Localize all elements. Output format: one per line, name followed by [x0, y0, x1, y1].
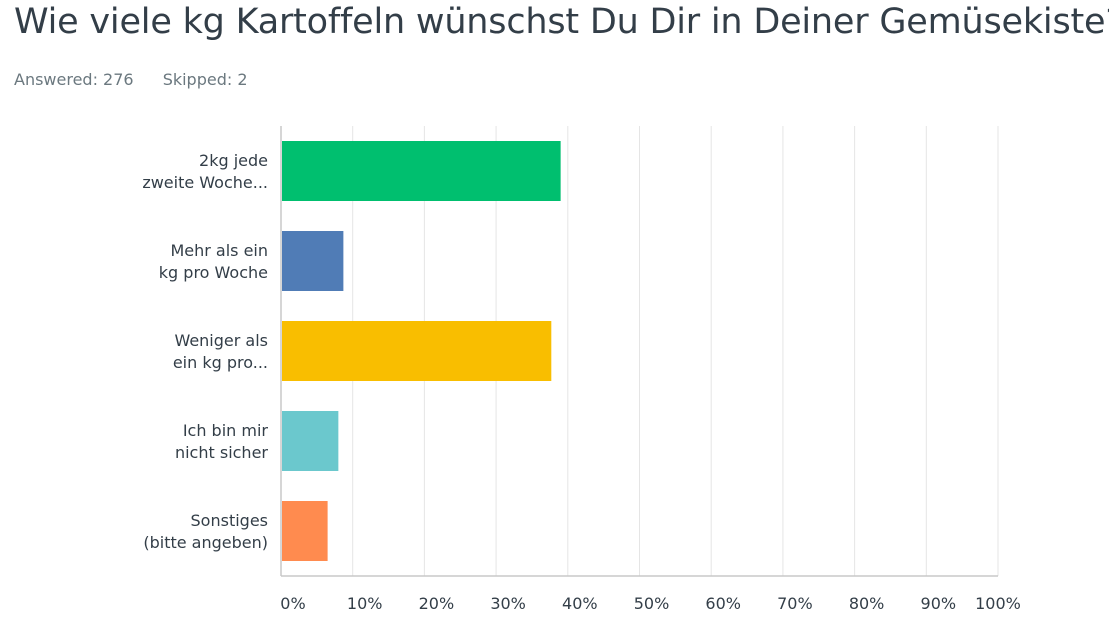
x-tick-label: 50% — [634, 594, 670, 613]
x-tick-label: 80% — [849, 594, 885, 613]
category-label: Ich bin mir nicht sicher — [175, 421, 268, 462]
bar — [282, 321, 552, 381]
x-tick-label: 10% — [347, 594, 383, 613]
x-tick-label: 70% — [777, 594, 813, 613]
x-tick-label: 60% — [705, 594, 741, 613]
bar — [282, 501, 328, 561]
x-tick-label: 0% — [280, 594, 305, 613]
category-label-line: Sonstiges — [191, 511, 268, 530]
category-label-line: zweite Woche... — [142, 173, 268, 192]
category-label: Mehr als ein kg pro Woche — [159, 241, 268, 282]
category-label-line: ein kg pro... — [173, 353, 268, 372]
category-label-line: kg pro Woche — [159, 263, 268, 282]
category-label: Weniger als ein kg pro... — [173, 331, 268, 372]
x-tick-label: 100% — [975, 594, 1021, 613]
category-label-line: 2kg jede — [199, 151, 268, 170]
bar — [282, 141, 561, 201]
question-title: Wie viele kg Kartoffeln wünschst Du Dir … — [14, 2, 1109, 42]
bar — [282, 231, 344, 291]
category-label-line: Ich bin mir — [183, 421, 269, 440]
category-label-line: Mehr als ein — [170, 241, 268, 260]
x-tick-label: 30% — [490, 594, 526, 613]
response-stats: Answered: 276 Skipped: 2 — [14, 70, 272, 89]
x-tick-label: 40% — [562, 594, 598, 613]
x-tick-label: 20% — [419, 594, 455, 613]
category-label: Sonstiges (bitte angeben) — [143, 511, 268, 552]
category-label: 2kg jede zweite Woche... — [142, 151, 268, 192]
bar — [282, 411, 339, 471]
category-label-line: nicht sicher — [175, 443, 268, 462]
category-label-line: (bitte angeben) — [143, 533, 268, 552]
answered-count: Answered: 276 — [14, 70, 134, 89]
category-label-line: Weniger als — [174, 331, 268, 350]
skipped-count: Skipped: 2 — [162, 70, 248, 89]
x-tick-label: 90% — [921, 594, 957, 613]
